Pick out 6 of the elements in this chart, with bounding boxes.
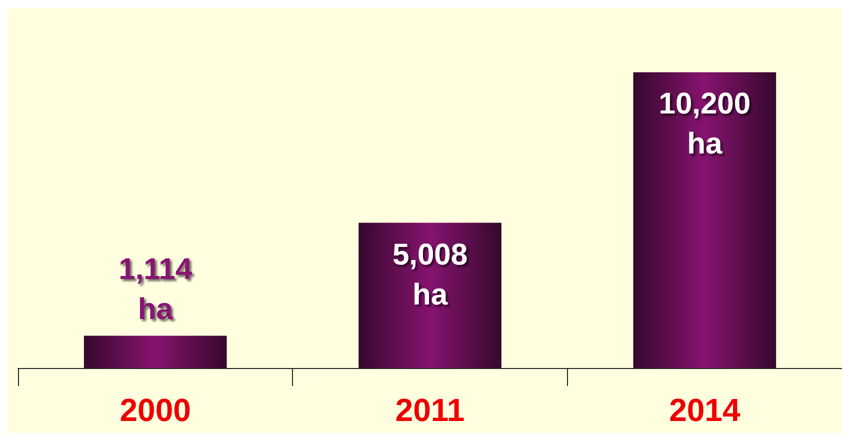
x-tick-label: 2000 [120, 392, 191, 428]
x-tick-label: 2014 [669, 392, 740, 428]
x-tick-label: 2011 [395, 392, 465, 428]
data-label: 10,200 ha [658, 88, 751, 161]
data-label: 5,008 ha [392, 238, 468, 312]
data-label: 1,114 ha [118, 253, 192, 326]
